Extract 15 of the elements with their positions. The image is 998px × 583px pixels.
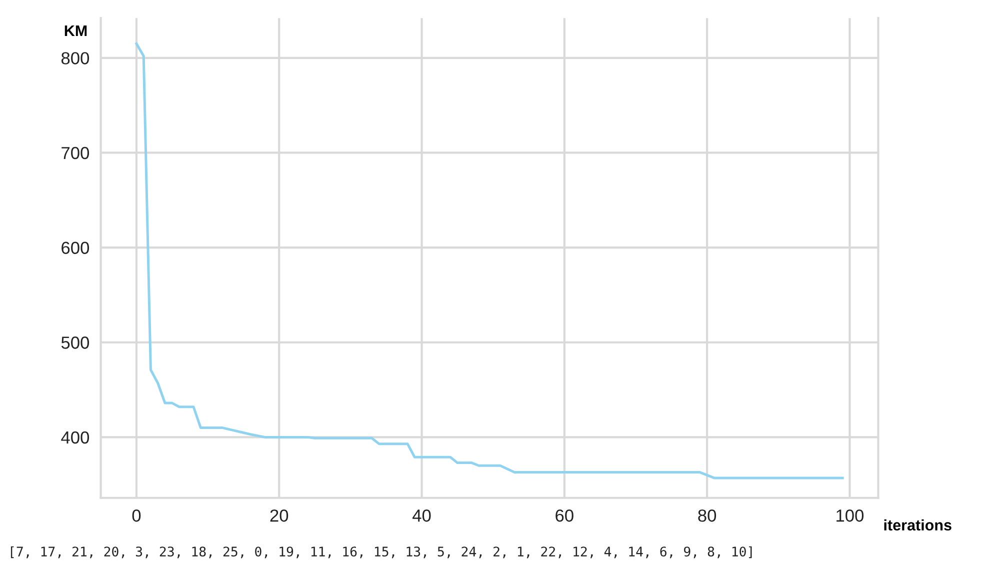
x-tick-label: 100 <box>836 509 864 522</box>
y-tick-label: 400 <box>61 431 90 444</box>
x-tick-label: 60 <box>556 509 574 522</box>
x-tick-label: 0 <box>132 509 141 522</box>
y-axis-title: KM <box>64 26 87 36</box>
x-tick-label: 80 <box>698 509 716 522</box>
x-tick-label: 20 <box>270 509 288 522</box>
x-axis-title: iterations <box>884 519 952 531</box>
line-series <box>135 42 844 480</box>
y-tick-label: 700 <box>62 146 90 160</box>
y-tick-label: 800 <box>61 52 90 64</box>
x-tick-label: 40 <box>412 509 431 522</box>
text: [7, 17, 21, 20, 3, 23, 18, 25, 0, 19, 11, 16, 15, 13, 5, 24, 2, 1, 22, 12, 4, 14, 6, 9, 8, 10] <box>10 546 752 558</box>
y-tick-label: 500 <box>61 336 90 349</box>
y-tick-label: 600 <box>62 242 90 254</box>
